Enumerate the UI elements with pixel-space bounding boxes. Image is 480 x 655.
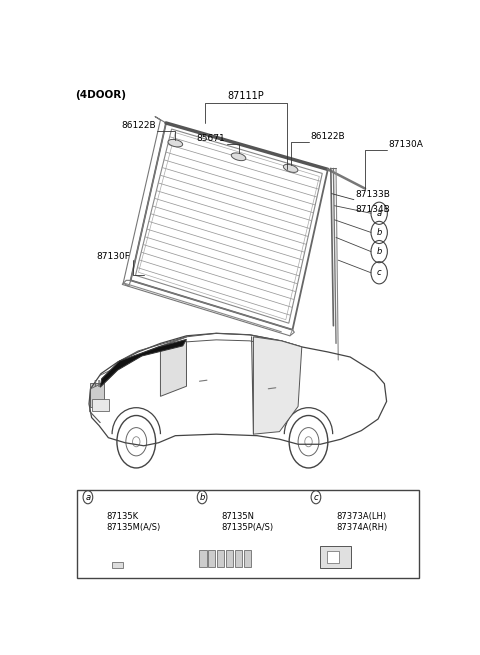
FancyBboxPatch shape (112, 562, 123, 569)
Text: H: H (93, 381, 100, 389)
FancyBboxPatch shape (77, 490, 419, 578)
FancyBboxPatch shape (327, 551, 339, 563)
Text: 87130F: 87130F (97, 252, 131, 261)
Polygon shape (100, 339, 186, 387)
FancyBboxPatch shape (92, 399, 109, 411)
FancyBboxPatch shape (217, 550, 225, 567)
Text: b: b (199, 493, 205, 502)
FancyBboxPatch shape (90, 383, 104, 407)
Text: 87135N
87135P(A/S): 87135N 87135P(A/S) (222, 512, 274, 532)
FancyBboxPatch shape (199, 550, 206, 567)
Text: 87133B: 87133B (355, 190, 390, 198)
Text: b: b (376, 228, 382, 237)
Polygon shape (253, 337, 302, 434)
Polygon shape (231, 153, 246, 160)
FancyBboxPatch shape (244, 550, 251, 567)
FancyBboxPatch shape (226, 550, 233, 567)
Text: 87111P: 87111P (228, 91, 264, 101)
Text: 87134B: 87134B (355, 204, 390, 214)
FancyBboxPatch shape (235, 550, 242, 567)
FancyBboxPatch shape (208, 550, 216, 567)
Text: 86122B: 86122B (311, 132, 345, 141)
Text: c: c (377, 269, 382, 277)
Text: 87135K
87135M(A/S): 87135K 87135M(A/S) (107, 512, 161, 532)
Text: a: a (85, 493, 90, 502)
Text: 86122B: 86122B (121, 121, 156, 130)
Text: 87373A(LH)
87374A(RH): 87373A(LH) 87374A(RH) (336, 512, 387, 532)
Text: b: b (376, 247, 382, 256)
Polygon shape (160, 341, 186, 396)
Text: (4DOOR): (4DOOR) (75, 90, 126, 100)
FancyBboxPatch shape (320, 546, 351, 568)
Text: c: c (313, 493, 318, 502)
Polygon shape (283, 164, 298, 172)
Text: 87130A: 87130A (389, 140, 424, 149)
Text: a: a (377, 209, 382, 217)
Polygon shape (168, 140, 183, 147)
Text: 85671: 85671 (196, 134, 225, 143)
